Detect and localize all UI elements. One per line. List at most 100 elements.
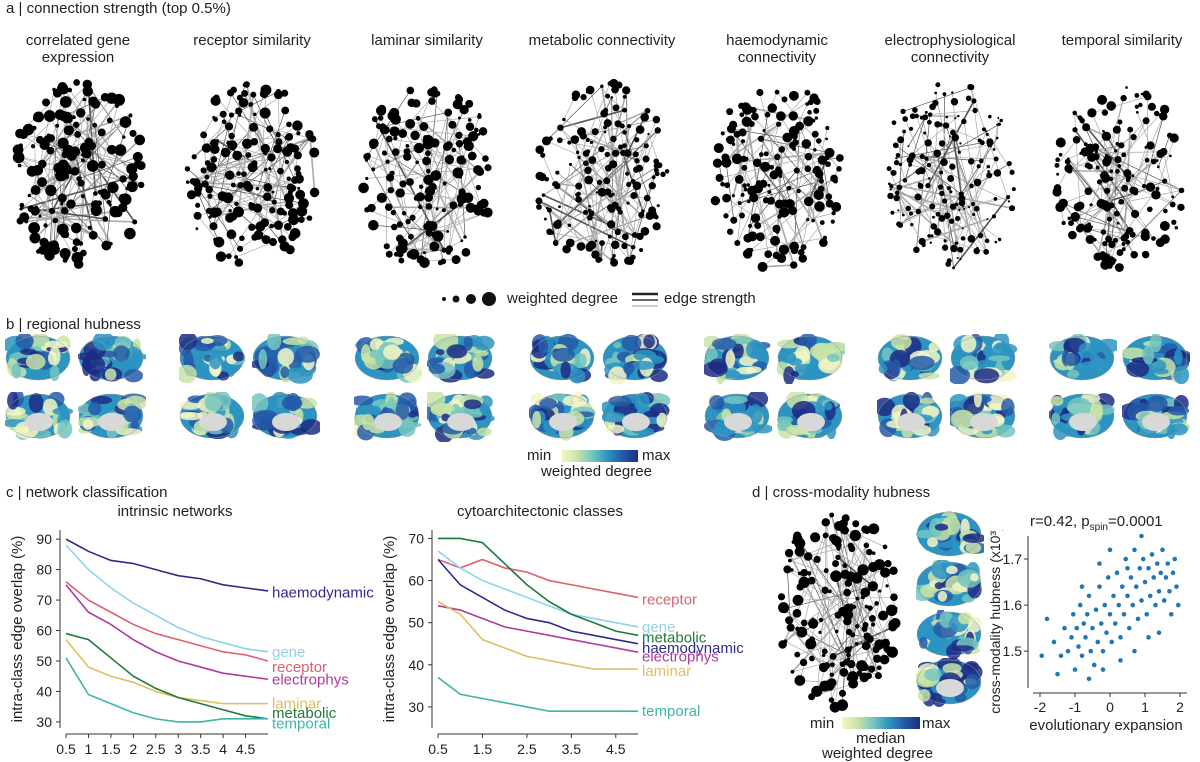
graph-node: [242, 139, 252, 149]
graph-node: [195, 227, 198, 230]
graph-node: [288, 208, 298, 218]
scatter-point: [1081, 621, 1086, 626]
cortex-patch: [105, 368, 117, 380]
graph-node: [255, 221, 265, 231]
graph-node: [61, 207, 68, 214]
scatter-point: [1106, 575, 1111, 580]
scatter-point: [1080, 653, 1085, 658]
graph-node: [961, 236, 966, 241]
degree-dot-small: [442, 297, 446, 301]
graph-node: [1087, 108, 1096, 117]
x-tick-label: 2.5: [517, 741, 537, 757]
graph-node: [409, 215, 415, 221]
brain-graph-1: [177, 78, 327, 273]
graph-node: [847, 657, 850, 660]
graph-node: [928, 112, 933, 117]
graph-node: [918, 167, 925, 174]
graph-node: [636, 125, 645, 134]
scatter-point: [1074, 626, 1079, 631]
cortex-patch: [935, 524, 948, 531]
graph-node: [1125, 240, 1130, 245]
graph-node: [49, 208, 55, 214]
graph-node: [457, 194, 467, 204]
graph-node: [867, 605, 872, 610]
graph-node: [1009, 205, 1015, 211]
graph-node: [801, 139, 811, 149]
graph-node: [649, 182, 656, 189]
graph-node: [289, 218, 292, 221]
graph-node: [32, 165, 43, 176]
graph-node: [790, 261, 797, 268]
graph-node: [87, 160, 99, 172]
graph-node: [416, 116, 421, 121]
graph-node: [711, 196, 720, 205]
graph-node: [535, 197, 542, 204]
y-tick-label: 90: [36, 531, 52, 547]
graph-node: [546, 207, 549, 210]
graph-node: [274, 221, 283, 230]
graph-node: [735, 175, 744, 184]
graph-edge: [627, 90, 628, 174]
graph-node: [633, 151, 639, 157]
modality-title-1: receptor similarity: [177, 32, 327, 49]
cortex-patch: [560, 361, 570, 378]
weighted-degree-legend-label: weighted degree: [507, 290, 618, 307]
scatter-point: [1088, 649, 1093, 654]
y-tick-label: 50: [36, 653, 52, 669]
graph-node: [40, 140, 50, 150]
graph-node: [544, 177, 549, 182]
graph-node: [720, 182, 725, 187]
graph-node: [611, 241, 620, 250]
graph-node: [744, 188, 748, 192]
graph-node: [429, 242, 439, 252]
graph-node: [769, 165, 774, 170]
graph-node: [821, 587, 828, 594]
graph-node: [957, 257, 959, 259]
graph-node: [1171, 220, 1176, 225]
graph-node: [307, 215, 313, 221]
graph-node: [210, 156, 217, 163]
graph-node: [133, 152, 143, 162]
scatter-point: [1169, 612, 1174, 617]
graph-node: [1081, 147, 1090, 156]
graph-node: [868, 665, 875, 672]
colorbar-max-label: max: [642, 447, 670, 464]
graph-node: [823, 236, 827, 240]
graph-node: [962, 206, 964, 208]
cortex-surface-0-0: [5, 334, 73, 384]
graph-node: [1131, 210, 1139, 218]
graph-node: [558, 205, 561, 208]
graph-node: [612, 150, 619, 157]
graph-node: [39, 238, 48, 247]
graph-node: [847, 660, 855, 668]
graph-node: [239, 235, 245, 241]
scatter-point: [1116, 603, 1121, 608]
graph-node: [245, 152, 251, 158]
cortex-patch: [258, 349, 267, 369]
graph-node: [241, 171, 247, 177]
graph-node: [428, 97, 436, 105]
graph-node: [1094, 253, 1102, 261]
graph-node: [922, 114, 928, 120]
cortex-patch: [974, 368, 999, 383]
graph-node: [213, 238, 217, 242]
graph-node: [1061, 221, 1065, 225]
cortex-patch: [608, 396, 631, 407]
graph-node: [213, 207, 222, 216]
graph-node: [770, 236, 780, 246]
stat-prefix: r=0.42, p: [1030, 513, 1090, 530]
series-line-haemodynamic: [66, 539, 268, 591]
graph-node: [1056, 173, 1059, 176]
cortex-patch: [277, 348, 294, 366]
graph-node: [839, 690, 846, 697]
graph-node: [897, 209, 899, 211]
x-tick-label: 1.5: [101, 741, 121, 757]
graph-node: [809, 656, 815, 662]
graph-node: [775, 90, 780, 95]
graph-node: [440, 258, 446, 264]
graph-node: [987, 142, 992, 147]
graph-node: [871, 622, 875, 626]
graph-node: [959, 191, 964, 196]
y-tick-label: 70: [36, 592, 52, 608]
graph-node: [392, 148, 400, 156]
